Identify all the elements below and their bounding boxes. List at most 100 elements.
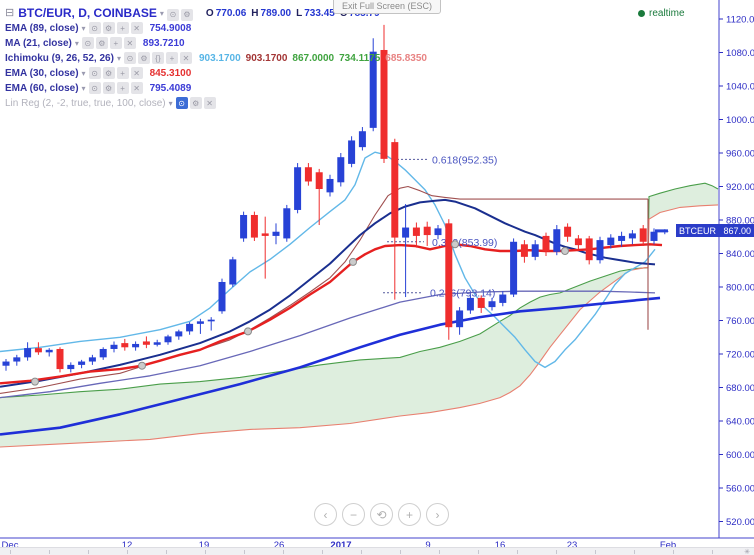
indicator-values: 754.9008 — [150, 23, 197, 34]
scrollbar-tick — [10, 550, 11, 554]
scrollbar-tick — [49, 550, 50, 554]
realtime-label: realtime — [649, 8, 685, 19]
candle-body — [67, 364, 75, 370]
scrollbar-tick — [517, 550, 518, 554]
symbol-title[interactable]: BTC/EUR, D, COINBASE — [18, 6, 157, 20]
close-icon[interactable]: ✕ — [130, 67, 143, 79]
ema-60-line — [0, 290, 656, 399]
chevron-down-icon[interactable]: ▾ — [116, 53, 121, 63]
collapse-legend-icon[interactable]: ⊟ — [5, 7, 15, 19]
gear-icon[interactable]: ⚙ — [189, 97, 202, 109]
candle-body — [402, 227, 410, 238]
price-axis-label: 1000.00 — [726, 115, 754, 126]
ohlc-value: 733.45 — [304, 7, 335, 19]
plot-area: 0.618(952.35) 0.382(853.99) 0.236(793.14) — [0, 24, 719, 448]
price-axis-label: 600.00 — [726, 450, 754, 461]
indicator-row: Ichimoku (9, 26, 52, 26) ▾ ⊙ ⚙{} + ✕ 903.1700 9… — [5, 51, 432, 65]
chevron-down-icon[interactable]: ▾ — [74, 38, 79, 48]
plus-icon[interactable]: + — [116, 82, 129, 94]
chevron-down-icon[interactable]: ▾ — [81, 68, 86, 78]
gear-icon[interactable]: ⚙ — [102, 82, 115, 94]
candle-body — [574, 238, 582, 246]
time-scrollbar[interactable]: ✳ — [0, 547, 754, 555]
scroll-left-button[interactable]: ‹ — [314, 503, 337, 526]
time-axis-label: 12 — [121, 540, 133, 551]
chevron-down-icon[interactable]: ▾ — [81, 23, 86, 33]
plus-icon[interactable]: + — [116, 67, 129, 79]
ichimoku-cloud — [0, 183, 718, 447]
indicator-row: EMA (60, close) ▾ ⊙ ⚙ + ✕ 795.4089 — [5, 81, 432, 95]
time-axis-label: 9 — [425, 540, 431, 551]
candle-body — [261, 233, 269, 236]
eye-icon[interactable]: ⊙ — [175, 97, 188, 109]
candle-body — [196, 321, 204, 324]
candle-body — [121, 343, 129, 348]
candle-body — [56, 348, 64, 370]
close-icon[interactable]: ✕ — [130, 82, 143, 94]
candle-body — [531, 244, 539, 257]
eye-icon[interactable]: ⊙ — [88, 82, 101, 94]
eye-icon[interactable]: ⊙ — [81, 37, 94, 49]
indicator-name[interactable]: MA (21, close) — [5, 37, 72, 49]
zoom-in-button[interactable]: + — [398, 503, 421, 526]
indicator-name[interactable]: EMA (30, close) — [5, 67, 79, 79]
fib-level-label: 0.618(952.35) — [432, 154, 497, 166]
indicator-name[interactable]: Ichimoku (9, 26, 52, 26) — [5, 52, 114, 64]
plus-icon[interactable]: + — [165, 52, 178, 64]
time-axis[interactable]: Dec 12 19 26 2017 9 16 23 Feb — [0, 540, 719, 552]
ichimoku-senkou-a-line — [0, 182, 719, 399]
plus-icon[interactable]: + — [109, 37, 122, 49]
chevron-down-icon[interactable]: ▾ — [159, 8, 164, 18]
gear-icon[interactable]: ⚙ — [180, 8, 193, 21]
candle-body — [607, 237, 615, 246]
indicator-name[interactable]: EMA (60, close) — [5, 82, 79, 94]
gear-icon[interactable]: ⚙ — [95, 37, 108, 49]
exit-fullscreen-button[interactable]: Exit Full Screen (ESC) — [333, 0, 442, 14]
gear-icon[interactable]: ⚙ — [102, 67, 115, 79]
time-axis-label: Feb — [659, 540, 677, 551]
close-icon[interactable]: ✕ — [203, 97, 216, 109]
indicator-values: 893.7210 — [143, 38, 190, 49]
eye-icon[interactable]: ⊙ — [123, 52, 136, 64]
eye-icon[interactable]: ⊙ — [166, 8, 179, 21]
candle-body — [175, 331, 183, 337]
candle-body — [13, 357, 21, 362]
indicator-value: 867.0000 — [292, 52, 335, 64]
scroll-right-button[interactable]: › — [426, 503, 449, 526]
eye-icon[interactable]: ⊙ — [88, 22, 101, 34]
fib-level-label: 0.382(853.99) — [432, 237, 497, 249]
candle-body — [229, 259, 237, 285]
plus-icon[interactable]: + — [116, 22, 129, 34]
braces-icon[interactable]: {} — [151, 52, 164, 64]
candle-body — [542, 235, 550, 251]
indicator-name[interactable]: EMA (89, close) — [5, 22, 79, 34]
eye-icon[interactable]: ⊙ — [88, 67, 101, 79]
price-tag-value: 867.00 — [723, 225, 751, 236]
candle-body — [294, 167, 302, 210]
linreg-dot — [451, 240, 459, 249]
chevron-down-icon[interactable]: ▾ — [168, 98, 173, 108]
candle-body — [45, 349, 53, 353]
indicator-name[interactable]: Lin Reg (2, -2, true, true, 100, close) — [5, 97, 166, 109]
candle-body — [499, 294, 507, 303]
zoom-out-button[interactable]: − — [342, 503, 365, 526]
scrollbar-tick — [205, 550, 206, 554]
candle-body — [412, 227, 420, 236]
close-icon[interactable]: ✕ — [123, 37, 136, 49]
candle-body — [358, 131, 366, 148]
gear-icon[interactable]: ⚙ — [137, 52, 150, 64]
chevron-down-icon[interactable]: ▾ — [81, 83, 86, 93]
candle-body — [423, 226, 431, 236]
scrollbar-marker-icon: ✳ — [744, 549, 750, 555]
reset-chart-button[interactable]: ⟲ — [370, 503, 393, 526]
close-icon[interactable]: ✕ — [179, 52, 192, 64]
time-axis-label: 23 — [566, 540, 578, 551]
realtime-dot-icon — [638, 10, 645, 17]
close-icon[interactable]: ✕ — [130, 22, 143, 34]
time-axis-label: Dec — [1, 540, 19, 551]
gear-icon[interactable]: ⚙ — [102, 22, 115, 34]
candle-body — [369, 51, 377, 128]
indicator-row: Lin Reg (2, -2, true, true, 100, close) ▾… — [5, 96, 432, 110]
scrollbar-tick — [361, 550, 362, 554]
